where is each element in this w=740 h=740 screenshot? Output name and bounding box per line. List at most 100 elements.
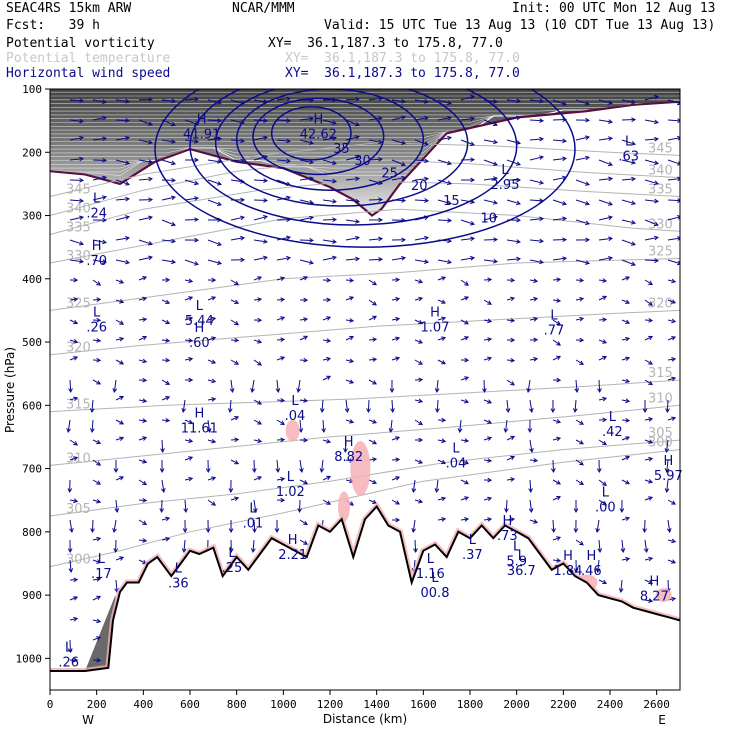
wind-vector [138,119,153,126]
wind-vector-head [119,279,125,284]
wind-vector [322,119,337,124]
wind-vector [345,219,360,223]
wind-vector [460,237,475,241]
wind-vector [529,358,538,361]
wind-vector [596,519,600,533]
extremum-value-label: .25 [222,561,243,576]
wind-vector [69,596,78,601]
wind-vector [414,499,423,503]
wind-vector [207,259,222,265]
wind-vector-head [556,277,562,283]
theta-contour [50,309,680,356]
wind-vector-head [165,299,171,304]
theta-contour-label: 305 [66,502,91,517]
wind-vector-head [579,360,584,365]
wind-vector-head [607,161,613,167]
wind-vector [529,298,538,301]
wind-vector [138,519,147,525]
wind-vector-head [303,317,309,322]
wind-vector [184,419,193,424]
wind-vector-head [102,157,108,163]
wind-vector [621,456,630,461]
wind-vector-head [539,118,545,123]
wind-vector [207,239,222,246]
wind-vector-head [510,455,516,461]
wind-vector-head [240,257,246,263]
wind-vector-head [539,259,545,265]
extremum-value-label: 1.02 [276,485,305,500]
wind-vector-head [372,457,378,462]
wind-vector-head [441,316,447,322]
wind-vector [115,159,130,165]
wind-vector-head [280,337,286,343]
wind-vector-head [217,136,223,142]
wind-vector-head [648,317,654,323]
wind-vector [161,419,170,422]
wind-vector [345,236,360,241]
wind-speed-contour [189,89,518,226]
wind-vector-head [630,220,637,225]
wind-vector [505,499,508,513]
terrain [50,504,680,690]
wind-vector-head [648,439,654,444]
wind-vector [69,199,84,202]
wind-vector-head [331,160,338,165]
wind-vector-head [556,377,562,383]
wind-vector-head [142,335,148,341]
wind-vector [644,119,659,123]
wind-vector-head [487,436,493,441]
wind-vector-head [671,559,677,564]
y-tick-label: 900 [22,589,42,602]
wind-vector [552,139,567,142]
wind-vector [644,359,653,365]
wind-vector-head [597,388,602,394]
wind-vector [184,456,193,461]
wind-vector [391,399,394,413]
wind-vector [436,379,439,393]
wind-vector-head [654,198,660,204]
wind-vector-head [165,516,171,522]
wind-vector-head [96,317,102,323]
wind-vector [621,259,636,266]
wind-vector-head [211,296,217,301]
wind-vector [621,178,636,181]
wind-vector-head [584,260,591,265]
x-tick-label: 2400 [597,698,624,711]
wind-vector-head [326,316,332,321]
wind-vector [230,299,239,304]
wind-vector-head [286,255,292,261]
wind-vector [460,376,469,381]
wind-vector [253,179,268,182]
wind-vector-head [595,568,601,574]
wind-vector [552,559,561,562]
wind-vector [322,199,337,203]
wind-vector [437,299,446,304]
wind-vector-head [96,297,102,303]
extremum-value-label: .04 [446,456,467,471]
wind-vector [483,278,492,281]
wind-vector-head [378,116,384,121]
wind-vector-head [538,180,545,185]
wind-vector-head [602,481,607,486]
wind-vector [161,259,176,263]
wind-vector-head [441,360,447,365]
wind-vector-head [625,378,631,384]
wind-vector-head [211,438,217,444]
wind-vector [115,216,130,221]
wind-vector-head [441,336,447,341]
wind-vector-head [119,336,125,342]
wind-speed-contour [235,89,425,191]
wind-vector-head [441,276,447,281]
wind-vector [621,419,630,422]
wind-vector-head [418,319,424,325]
wind-vector-head [275,468,281,474]
wind-vector-head [142,480,148,486]
wind-vector-head [142,276,148,281]
wind-vector-head [228,528,234,534]
wind-vector-head [671,500,676,505]
wind-vector [460,219,475,225]
wind-vector-head [366,408,371,414]
wind-vector [322,375,331,381]
wind-vector-head [401,99,407,104]
wind-vector-head [124,215,130,220]
